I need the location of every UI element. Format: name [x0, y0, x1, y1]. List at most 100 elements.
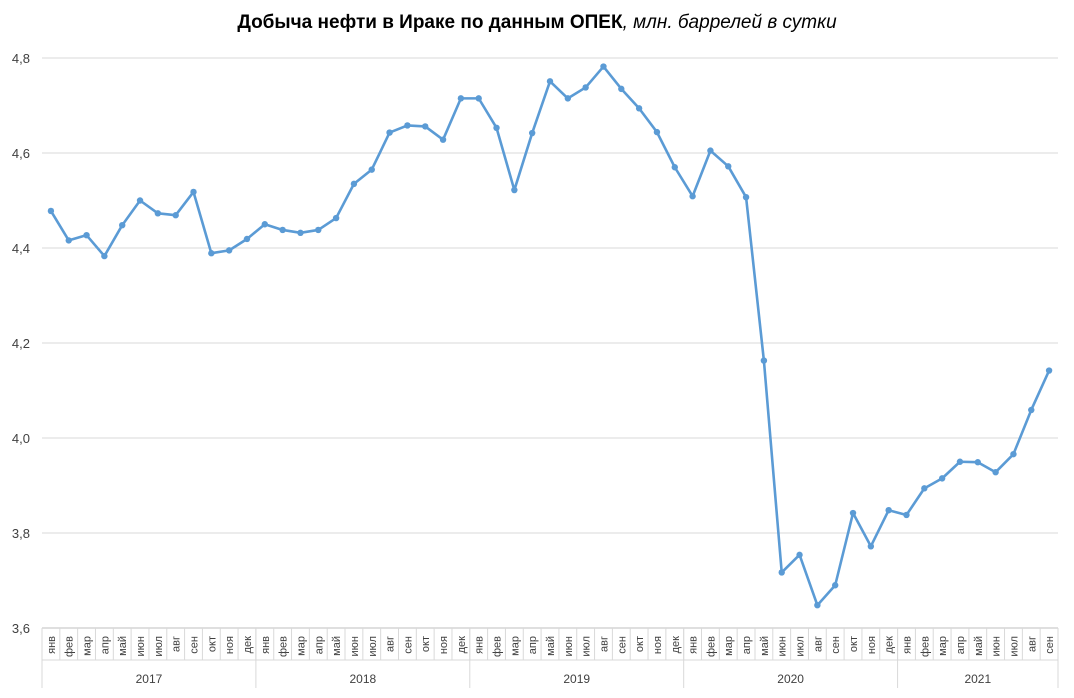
- data-point: [635, 105, 643, 112]
- data-point: [564, 95, 572, 102]
- x-tick-label: мар: [509, 636, 521, 656]
- x-tick-label: ноя: [224, 636, 236, 654]
- y-tick-label: 3,6: [12, 621, 30, 636]
- data-point: [1010, 450, 1017, 458]
- data-point: [921, 485, 928, 492]
- year-label: 2020: [777, 672, 804, 686]
- data-point: [386, 129, 393, 136]
- series-layer: [47, 63, 1053, 609]
- data-point: [778, 569, 785, 576]
- y-tick-label: 4,2: [12, 336, 30, 351]
- x-tick-label: фев: [492, 636, 504, 657]
- data-point: [404, 122, 411, 129]
- x-tick-label: май: [545, 636, 557, 656]
- year-label: 2019: [563, 672, 590, 686]
- x-tick-label: сен: [402, 636, 414, 654]
- data-point: [136, 197, 144, 204]
- chart-title-block: Добыча нефти в Ираке по данным ОПЕК, млн…: [0, 12, 1074, 34]
- data-point: [618, 85, 625, 93]
- x-tick-label: окт: [206, 636, 218, 652]
- data-point: [671, 164, 678, 171]
- x-tick-label: апр: [955, 636, 967, 654]
- data-point: [760, 357, 768, 364]
- y-tick-label: 4,8: [12, 51, 30, 66]
- x-tick-label: сен: [189, 636, 201, 654]
- x-tick-label: июн: [349, 636, 361, 656]
- x-tick-label: май: [759, 636, 771, 656]
- data-point: [546, 78, 554, 85]
- x-tick-label: июн: [563, 636, 575, 656]
- data-point: [119, 222, 126, 229]
- data-point: [903, 511, 910, 519]
- data-point: [225, 247, 233, 254]
- x-tick-label: июл: [153, 636, 165, 657]
- data-point: [511, 186, 518, 194]
- data-point: [439, 136, 447, 143]
- data-point: [101, 252, 108, 260]
- x-tick-label: дек: [884, 636, 896, 654]
- x-tick-label: дек: [242, 636, 254, 654]
- data-point: [261, 221, 269, 228]
- year-label: 2017: [136, 672, 163, 686]
- x-tick-label: май: [117, 636, 129, 656]
- x-tick-label: май: [973, 636, 985, 656]
- y-tick-label: 4,4: [12, 241, 30, 256]
- data-point: [689, 193, 696, 200]
- data-point: [279, 226, 286, 234]
- data-point: [725, 163, 732, 170]
- x-tick-label: апр: [527, 636, 539, 654]
- x-tick-label: сен: [830, 636, 842, 654]
- y-axis: 3,6 3,8 4,0 4,2 4,4 4,6 4,8: [12, 51, 30, 636]
- x-tick-label: янв: [688, 636, 700, 654]
- x-tick-label: июл: [367, 636, 379, 657]
- data-point: [867, 543, 875, 550]
- data-point: [992, 469, 999, 476]
- x-tick-label: авг: [598, 636, 610, 652]
- y-tick-label: 4,0: [12, 431, 30, 446]
- x-axis: янв фев мар апр май июн июл авг сен окт ноя дек янв ф…: [41, 627, 1059, 688]
- data-point: [974, 459, 981, 466]
- x-tick-label: июн: [135, 636, 147, 656]
- x-tick-label: ноя: [652, 636, 664, 654]
- data-point: [190, 188, 197, 196]
- data-point: [831, 582, 839, 589]
- y-tick-label: 4,6: [12, 146, 30, 161]
- x-tick-label: ноя: [866, 636, 878, 654]
- x-tick-label: мар: [937, 636, 949, 656]
- x-tick-label: сен: [616, 636, 628, 654]
- chart-subtitle: , млн. баррелей в сутки: [622, 12, 837, 33]
- data-point: [849, 509, 857, 517]
- x-tick-label: июл: [1008, 636, 1020, 657]
- x-tick-label: сен: [1044, 636, 1056, 654]
- data-point: [475, 95, 482, 102]
- data-point: [65, 237, 72, 244]
- data-point: [243, 235, 251, 243]
- year-label: 2018: [349, 672, 376, 686]
- x-tick-label: окт: [848, 636, 860, 652]
- x-tick-label: янв: [46, 636, 58, 654]
- data-point: [83, 231, 90, 239]
- data-point: [154, 210, 162, 217]
- data-point: [47, 207, 55, 215]
- data-point: [332, 214, 340, 222]
- data-point: [297, 229, 304, 236]
- year-label: 2021: [964, 672, 991, 686]
- data-point: [350, 180, 358, 188]
- data-point: [1028, 406, 1035, 414]
- data-point: [653, 128, 661, 136]
- data-point: [422, 123, 429, 130]
- x-tick-label: фев: [278, 636, 290, 657]
- x-tick-label: фев: [919, 636, 931, 657]
- gridlines: [42, 57, 1058, 534]
- x-tick-label: мар: [82, 636, 94, 656]
- x-tick-label: янв: [474, 636, 486, 654]
- x-tick-label: мар: [723, 636, 735, 656]
- data-point: [956, 458, 964, 465]
- data-point: [1045, 367, 1053, 374]
- data-point: [528, 129, 536, 137]
- data-point: [368, 166, 375, 173]
- x-tick-label: июн: [777, 636, 789, 656]
- x-tick-label: ноя: [438, 636, 450, 654]
- x-tick-label: авг: [812, 636, 824, 652]
